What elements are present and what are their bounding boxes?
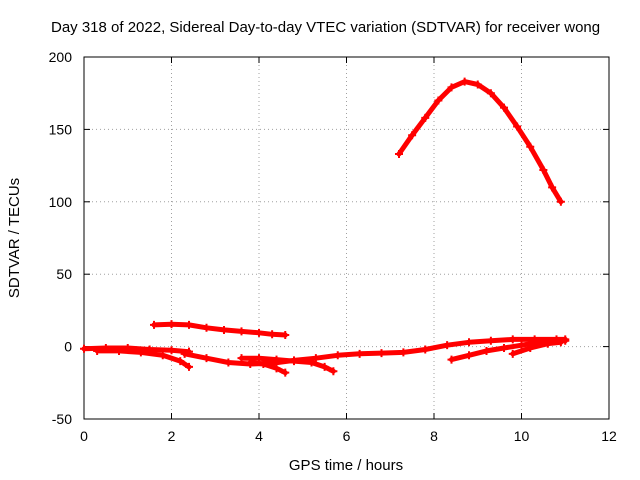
x-tick-label: 0 (80, 428, 88, 444)
x-tick-label: 2 (168, 428, 176, 444)
data-point (500, 103, 508, 112)
data-point (311, 354, 320, 363)
series-line (247, 360, 288, 376)
data-point (526, 142, 535, 151)
data-point (513, 122, 522, 131)
data-point (460, 77, 469, 86)
data-point (421, 113, 430, 122)
x-tick-label: 4 (255, 428, 263, 444)
data-point (237, 354, 246, 363)
series-arc-2 (150, 320, 290, 340)
y-tick-label: -50 (52, 411, 72, 427)
x-tick-label: 10 (514, 428, 530, 444)
data-point (333, 351, 342, 360)
data-point (543, 339, 552, 348)
data-point (176, 357, 185, 366)
data-point (281, 368, 290, 377)
y-tick-label: 0 (64, 339, 72, 355)
data-point (548, 183, 557, 192)
data-point (465, 351, 473, 360)
x-tick-label: 6 (343, 428, 351, 444)
x-tick-label: 12 (601, 428, 617, 444)
data-point (202, 354, 211, 363)
series-line (396, 79, 564, 205)
data-point (486, 336, 495, 345)
data-point (447, 83, 456, 92)
data-point (220, 325, 228, 334)
data-point (259, 359, 268, 368)
data-point (167, 346, 176, 355)
data-point (158, 351, 167, 360)
y-tick-label: 200 (49, 49, 73, 65)
data-point (399, 348, 408, 357)
series-line (510, 339, 564, 357)
data-point (329, 367, 338, 376)
y-tick-label: 100 (49, 194, 73, 210)
y-tick-label: 50 (56, 266, 72, 282)
data-point (224, 358, 233, 367)
data-point (408, 131, 417, 140)
series-arc-5 (180, 335, 570, 368)
data-point (167, 320, 176, 329)
data-point (473, 80, 482, 89)
chart-title: Day 318 of 2022, Sidereal Day-to-day VTE… (51, 19, 600, 36)
data-point (185, 320, 193, 329)
data-point (539, 165, 548, 174)
data-points (80, 77, 570, 377)
data-point (115, 346, 123, 355)
data-point (202, 323, 211, 332)
data-point (443, 341, 452, 350)
data-point (556, 338, 565, 347)
data-point (500, 344, 508, 353)
data-point (272, 364, 281, 373)
data-point (246, 358, 255, 367)
data-point (272, 355, 281, 364)
data-point (290, 357, 298, 366)
data-point (395, 150, 403, 159)
data-point (526, 344, 535, 353)
data-point (421, 345, 430, 354)
data-point (255, 354, 263, 363)
series-arc-4 (93, 346, 193, 371)
data-point (377, 349, 386, 358)
x-axis: 0 2 4 6 8 10 12 (80, 57, 617, 444)
data-point (93, 346, 102, 355)
data-point (255, 328, 263, 337)
data-point (268, 330, 277, 339)
data-point (355, 349, 364, 358)
y-tick-label: 150 (49, 121, 73, 137)
series-line (151, 321, 288, 338)
data-point (508, 349, 517, 358)
series-arc-6 (237, 354, 338, 376)
data-point (320, 362, 329, 371)
data-point (434, 96, 443, 105)
grid (84, 57, 609, 419)
data-point (180, 349, 189, 358)
series-arc-7 (246, 358, 290, 377)
data-point (447, 355, 456, 364)
data-point (482, 346, 491, 355)
data-point (150, 320, 158, 329)
data-point (80, 344, 88, 353)
data-point (307, 358, 316, 367)
data-point (465, 338, 473, 347)
data-point (508, 335, 517, 344)
data-point (237, 327, 246, 336)
series-arc-9 (508, 338, 565, 358)
data-point (136, 348, 145, 357)
data-point (486, 89, 495, 98)
y-axis-label: SDTVAR / TECUs (6, 178, 23, 298)
data-point (517, 341, 526, 350)
data-point (556, 197, 565, 206)
series-arc-1 (395, 77, 565, 206)
x-axis-label: GPS time / hours (289, 457, 403, 474)
data-point (185, 362, 193, 371)
data-point (281, 331, 290, 340)
x-tick-label: 8 (430, 428, 438, 444)
